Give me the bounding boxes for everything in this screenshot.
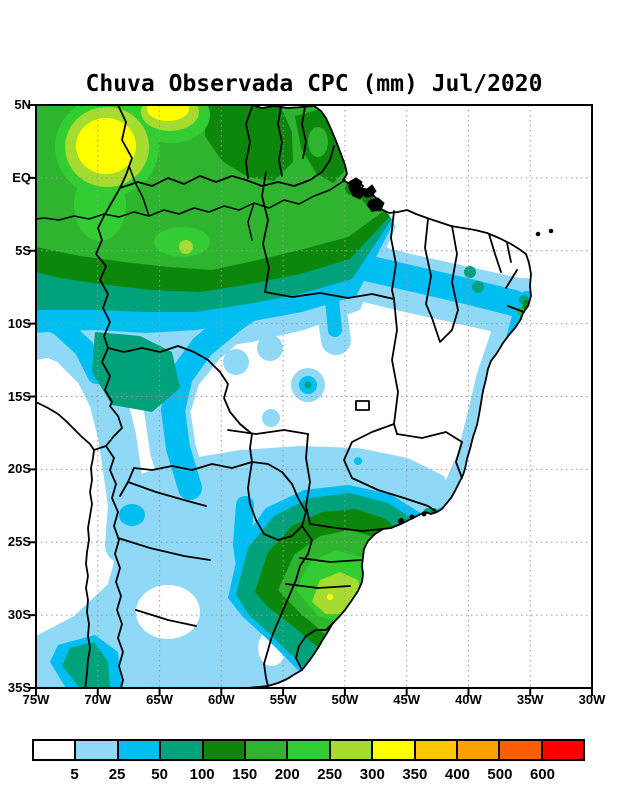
border-suriname-guiana bbox=[301, 106, 307, 159]
shade-300-350mm bbox=[76, 105, 333, 600]
state-df bbox=[355, 400, 370, 411]
colorbar bbox=[32, 739, 586, 761]
axis-ticks bbox=[28, 104, 593, 696]
state-to-ba bbox=[391, 298, 399, 435]
lat-label-10S: 10S bbox=[7, 315, 31, 331]
marajo-island bbox=[348, 177, 377, 200]
colorbar-segment-0 bbox=[32, 739, 77, 761]
colorbar-label-300: 300 bbox=[359, 766, 385, 783]
river-madeira bbox=[247, 202, 255, 241]
colorbar-segment-3 bbox=[159, 739, 204, 761]
colorbar-label-25: 25 bbox=[108, 766, 126, 783]
state-mg-es bbox=[455, 441, 463, 479]
border-brazil-west bbox=[95, 187, 121, 349]
lat-label-5S: 5S bbox=[15, 242, 31, 258]
precipitation-shading bbox=[36, 105, 531, 688]
lon-label-45W: 45W bbox=[393, 692, 421, 707]
state-go-mg bbox=[343, 423, 395, 479]
colorbar-segment-1 bbox=[74, 739, 119, 761]
colorbar-label-500: 500 bbox=[487, 766, 513, 783]
colorbar-segment-7 bbox=[328, 739, 374, 761]
lat-label-EQ: EQ bbox=[12, 169, 31, 185]
border-paraguay bbox=[247, 461, 307, 541]
lon-label-55W: 55W bbox=[269, 692, 297, 707]
state-ne-2 bbox=[506, 242, 512, 263]
colorbar-label-350: 350 bbox=[402, 766, 428, 783]
graticule bbox=[36, 105, 592, 688]
lat-label-25S: 25S bbox=[7, 534, 31, 550]
state-pi-ce bbox=[431, 225, 459, 343]
colorbar-label-100: 100 bbox=[189, 766, 215, 783]
state-ne-4 bbox=[507, 305, 525, 313]
border-venezuela-colombia bbox=[117, 105, 133, 189]
state-pr-sc bbox=[299, 557, 362, 563]
state-ba-mg bbox=[396, 431, 463, 443]
lat-label-20S: 20S bbox=[7, 461, 31, 477]
border-guyana-suriname bbox=[277, 105, 283, 177]
colorbar-label-600: 600 bbox=[529, 766, 555, 783]
border-chile-argentina bbox=[105, 445, 124, 688]
state-sc-rs bbox=[285, 583, 351, 589]
colorbar-segment-10 bbox=[455, 739, 501, 761]
colorbar-segment-2 bbox=[116, 739, 162, 761]
lon-label-50W: 50W bbox=[331, 692, 359, 707]
colorbar-segment-4 bbox=[201, 739, 246, 761]
state-ma-pi bbox=[424, 218, 433, 319]
state-ms-sp bbox=[305, 433, 311, 525]
lat-label-5N: 5N bbox=[14, 97, 31, 112]
state-ne-3 bbox=[505, 269, 518, 289]
ocean-speck-1 bbox=[535, 231, 541, 237]
islands bbox=[348, 177, 554, 524]
lon-label-65W: 65W bbox=[146, 692, 173, 707]
colorbar-label-50: 50 bbox=[151, 766, 168, 783]
border-brazil-uruguay bbox=[295, 622, 334, 671]
argentina-prov-3 bbox=[135, 609, 197, 627]
border-parana-uruguay-river bbox=[263, 525, 313, 687]
colorbar-segment-6 bbox=[286, 739, 331, 761]
river-negro bbox=[128, 165, 150, 217]
lon-label-70W: 70W bbox=[84, 692, 112, 707]
lon-label-60W: 60W bbox=[207, 692, 235, 707]
state-mg-sp bbox=[351, 477, 438, 513]
border-bolivia-south bbox=[119, 461, 253, 497]
ocean-speck-2 bbox=[548, 228, 554, 234]
border-bolivia-west bbox=[93, 347, 123, 451]
lon-label-75W: 75W bbox=[22, 692, 50, 707]
lat-label-35S: 35S bbox=[7, 680, 31, 695]
colorbar-label-200: 200 bbox=[274, 766, 300, 783]
argentina-prov-1 bbox=[127, 481, 207, 507]
border-guyana-west bbox=[245, 106, 253, 179]
river-amazon bbox=[36, 179, 346, 221]
state-pa-ma bbox=[390, 210, 397, 300]
colorbar-label-150: 150 bbox=[232, 766, 258, 783]
argentina-prov-2 bbox=[117, 537, 211, 561]
lon-label-30W: 30W bbox=[578, 692, 606, 707]
state-am-pa bbox=[261, 171, 270, 293]
colorbar-segment-8 bbox=[371, 739, 416, 761]
colorbar-label-5: 5 bbox=[70, 766, 79, 783]
colorbar-segment-11 bbox=[498, 739, 543, 761]
state-mt-ms bbox=[227, 429, 309, 435]
lon-label-35W: 35W bbox=[516, 692, 544, 707]
state-pa-mt bbox=[264, 291, 395, 300]
state-sp-pr bbox=[309, 523, 384, 532]
lon-label-40W: 40W bbox=[455, 692, 482, 707]
colorbar-segment-12 bbox=[540, 739, 586, 761]
colorbar-label-250: 250 bbox=[317, 766, 343, 783]
coastline-pacific bbox=[36, 401, 95, 688]
mouth-island bbox=[366, 197, 385, 212]
lat-label-30S: 30S bbox=[7, 607, 31, 623]
colorbar-label-400: 400 bbox=[444, 766, 470, 783]
border-venezuela-brazil bbox=[119, 175, 247, 189]
lat-label-15S: 15S bbox=[7, 388, 31, 404]
colorbar-segment-5 bbox=[243, 739, 289, 761]
colorbar-segment-9 bbox=[413, 739, 458, 761]
state-ne-1 bbox=[488, 233, 502, 273]
border-bolivia-brazil bbox=[107, 345, 253, 463]
plot-title: Chuva Observada CPC (mm) Jul/2020 bbox=[85, 71, 543, 97]
